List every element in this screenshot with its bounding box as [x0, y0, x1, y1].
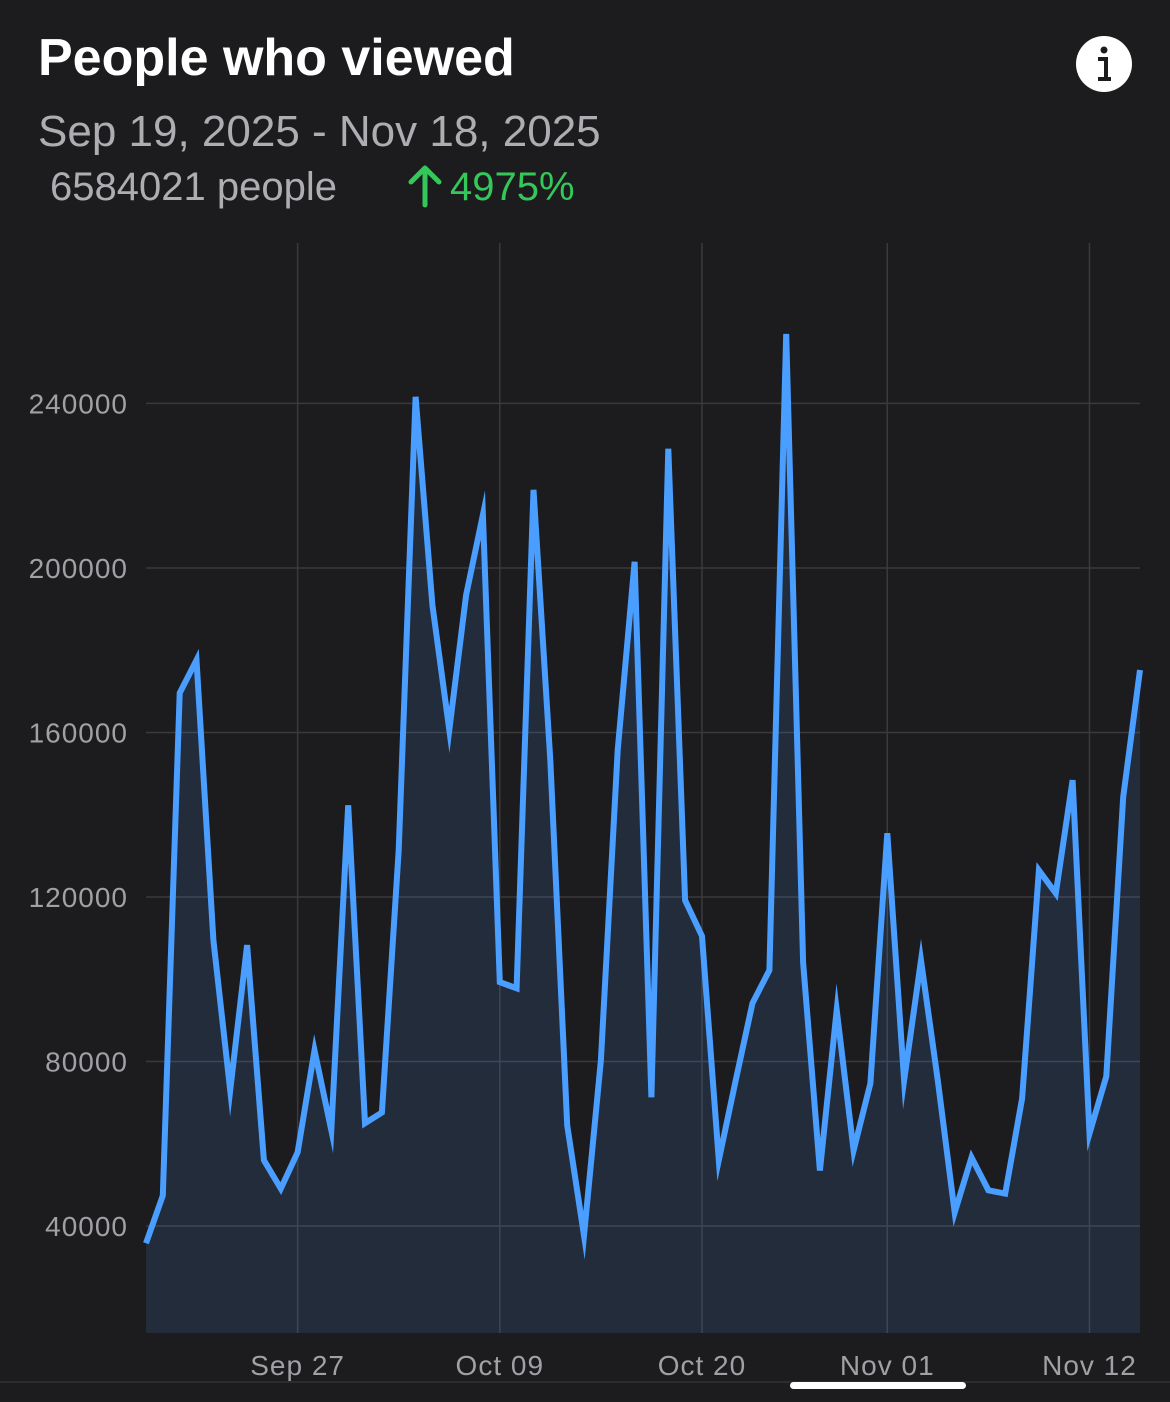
- up-arrow: [408, 165, 442, 208]
- y-tick-label: 160000: [29, 717, 128, 748]
- home-indicator: [790, 1382, 966, 1389]
- x-tick-label: Oct 20: [658, 1350, 746, 1381]
- x-tick-label: Oct 09: [456, 1350, 544, 1381]
- y-tick-label: 120000: [29, 882, 128, 913]
- date-range: Sep 19, 2025 - Nov 18, 2025: [38, 107, 601, 156]
- chart-title: People who viewed: [38, 29, 515, 87]
- y-tick-label: 200000: [29, 553, 128, 584]
- y-tick-label: 240000: [29, 388, 128, 419]
- x-tick-label: Nov 12: [1042, 1350, 1137, 1381]
- line: [143, 333, 1143, 1260]
- change-percent: 4975%: [450, 165, 575, 209]
- info-button[interactable]: [1076, 36, 1132, 92]
- x-tick-label: Nov 01: [840, 1350, 935, 1381]
- y-tick-label: 40000: [45, 1211, 128, 1242]
- x-tick-label: Sep 27: [250, 1350, 345, 1381]
- y-tick-label: 80000: [45, 1047, 128, 1078]
- total-people: 6584021 people: [50, 165, 337, 209]
